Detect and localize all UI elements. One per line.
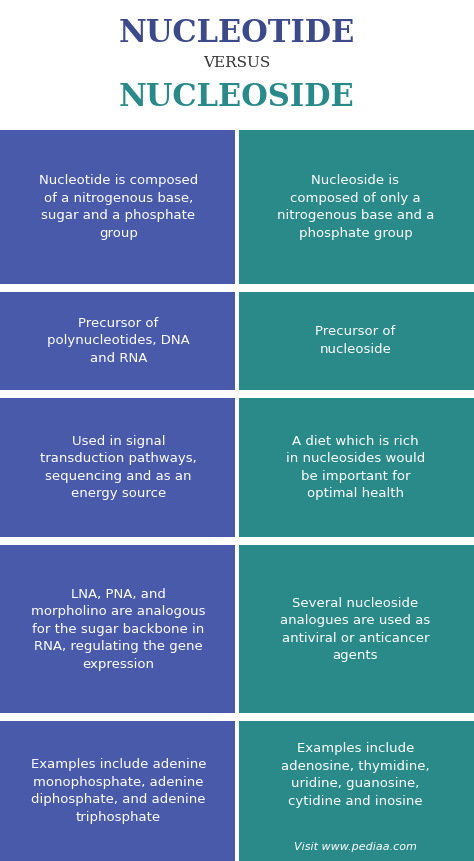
Text: VERSUS: VERSUS xyxy=(203,56,271,70)
Text: Nucleoside is
composed of only a
nitrogenous base and a
phosphate group: Nucleoside is composed of only a nitroge… xyxy=(277,174,434,239)
Text: A diet which is rich
in nucleosides would
be important for
optimal health: A diet which is rich in nucleosides woul… xyxy=(286,435,425,500)
Text: LNA, PNA, and
morpholino are analogous
for the sugar backbone in
RNA, regulating: LNA, PNA, and morpholino are analogous f… xyxy=(31,588,206,671)
Text: Examples include
adenosine, thymidine,
uridine, guanosine,
cytidine and inosine: Examples include adenosine, thymidine, u… xyxy=(281,742,430,808)
Bar xyxy=(0,130,235,284)
Text: Examples include adenine
monophosphate, adenine
diphosphate, and adenine
triphos: Examples include adenine monophosphate, … xyxy=(31,759,206,824)
Bar xyxy=(239,130,474,284)
Bar xyxy=(239,398,474,537)
Bar xyxy=(239,722,474,861)
Text: Visit www.pediaa.com: Visit www.pediaa.com xyxy=(294,842,417,852)
Text: NUCLEOSIDE: NUCLEOSIDE xyxy=(119,83,355,114)
Text: Nucleotide is composed
of a nitrogenous base,
sugar and a phosphate
group: Nucleotide is composed of a nitrogenous … xyxy=(39,174,198,239)
Bar xyxy=(0,398,235,537)
Bar xyxy=(239,545,474,713)
Text: Precursor of
nucleoside: Precursor of nucleoside xyxy=(315,325,396,356)
Text: Precursor of
polynucleotides, DNA
and RNA: Precursor of polynucleotides, DNA and RN… xyxy=(47,317,190,365)
Bar xyxy=(239,292,474,390)
Bar xyxy=(0,545,235,713)
Text: NUCLEOTIDE: NUCLEOTIDE xyxy=(119,17,355,48)
Bar xyxy=(0,292,235,390)
Text: Used in signal
transduction pathways,
sequencing and as an
energy source: Used in signal transduction pathways, se… xyxy=(40,435,197,500)
Bar xyxy=(0,722,235,861)
Text: Several nucleoside
analogues are used as
antiviral or anticancer
agents: Several nucleoside analogues are used as… xyxy=(281,597,430,662)
